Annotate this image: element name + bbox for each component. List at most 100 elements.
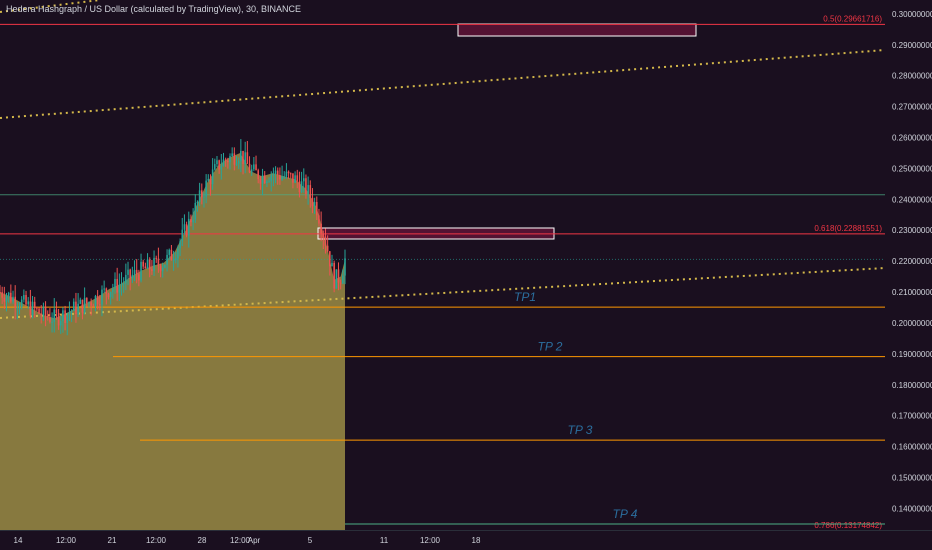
candle-body	[83, 297, 86, 313]
candle-body	[38, 308, 40, 314]
candle-body	[135, 269, 138, 275]
y-tick-label: 0.16000000	[892, 443, 932, 452]
candle-body	[168, 249, 171, 255]
tp-label: TP1	[514, 290, 536, 304]
price-axis[interactable]: 0.30000000 0.29000000 0.28000000 0.27000000…	[885, 0, 932, 550]
candle-body	[44, 306, 47, 316]
candle-body	[329, 251, 331, 267]
candle-body	[342, 275, 344, 284]
candle-body	[237, 161, 240, 164]
candle-body	[205, 180, 207, 197]
candle-body	[5, 296, 8, 302]
x-tick-label: 12:00	[146, 536, 167, 545]
candle-body	[187, 218, 190, 236]
candle-body	[0, 292, 1, 294]
candle-body	[70, 310, 73, 313]
candle-body	[287, 171, 290, 174]
tp-label: TP 2	[538, 340, 563, 354]
candle-body	[12, 296, 14, 302]
candle-body	[315, 201, 318, 216]
candle-body	[153, 257, 155, 272]
candle-body	[322, 233, 325, 238]
candle-body	[266, 181, 268, 184]
candle-body	[339, 282, 342, 284]
candle-body	[151, 269, 153, 272]
candle-body	[29, 301, 32, 316]
fib-label: 0.786(0.13174842)	[814, 521, 882, 530]
candle-body	[25, 295, 27, 305]
candle-body	[96, 295, 99, 305]
x-tick-label: 12:00	[56, 536, 77, 545]
candle-body	[118, 284, 121, 293]
candle-body	[196, 201, 199, 203]
candle-body	[274, 170, 277, 174]
y-tick-label: 0.26000000	[892, 134, 932, 143]
candle-body	[148, 259, 151, 270]
y-tick-label: 0.23000000	[892, 226, 932, 235]
candle-body	[263, 175, 266, 184]
candle-body	[49, 317, 51, 322]
candle-body	[211, 169, 214, 185]
candle-body	[311, 197, 314, 207]
candle-body	[14, 296, 16, 308]
candle-body	[53, 309, 56, 322]
candle-body	[289, 173, 292, 175]
candle-body	[207, 178, 210, 181]
candle-body	[77, 303, 79, 315]
candlesticks	[0, 139, 346, 336]
y-tick-label: 0.18000000	[892, 381, 932, 390]
candle-body	[253, 164, 255, 170]
candle-body	[85, 297, 88, 304]
candle-body	[101, 289, 103, 305]
candle-body	[227, 160, 229, 163]
candle-body	[200, 190, 203, 198]
candle-body	[320, 223, 322, 234]
candle-body	[114, 278, 116, 289]
candle-body	[248, 163, 251, 173]
candle-body	[122, 283, 125, 285]
candle-body	[240, 150, 242, 162]
candle-body	[307, 185, 309, 194]
candle-body	[220, 166, 223, 170]
candle-body	[131, 274, 134, 279]
candle-body	[68, 312, 71, 314]
candle-body	[298, 181, 301, 193]
candle-body	[216, 160, 218, 165]
x-tick-label: 18	[472, 536, 481, 545]
candle-body	[181, 229, 184, 242]
candle-body	[99, 304, 101, 306]
y-tick-label: 0.14000000	[892, 504, 932, 513]
candle-body	[331, 262, 333, 267]
candle-body	[1, 292, 3, 298]
candle-body	[292, 173, 294, 183]
candle-body	[203, 196, 205, 198]
candle-body	[20, 299, 23, 308]
candle-body	[64, 310, 66, 323]
price-area	[0, 153, 345, 530]
candle-body	[127, 269, 129, 275]
candle-body	[159, 265, 162, 272]
y-tick-label: 0.22000000	[892, 257, 932, 266]
candle-body	[198, 190, 201, 202]
candle-body	[129, 269, 131, 279]
candle-body	[281, 176, 283, 180]
candle-body	[157, 258, 160, 266]
candle-body	[27, 301, 30, 305]
candle-body	[259, 179, 262, 184]
candle-body	[229, 156, 231, 163]
candle-body	[296, 175, 299, 182]
candle-body	[242, 150, 244, 164]
candle-body	[103, 288, 105, 290]
x-tick-label: 28	[198, 536, 207, 545]
candle-body	[36, 308, 38, 310]
candle-body	[190, 218, 192, 223]
candle-body	[112, 288, 114, 292]
candle-body	[16, 307, 19, 309]
y-tick-label: 0.24000000	[892, 195, 932, 204]
candle-body	[105, 288, 108, 294]
x-tick-label: 14	[14, 536, 23, 545]
candle-body	[125, 274, 127, 284]
candle-body	[161, 267, 164, 272]
